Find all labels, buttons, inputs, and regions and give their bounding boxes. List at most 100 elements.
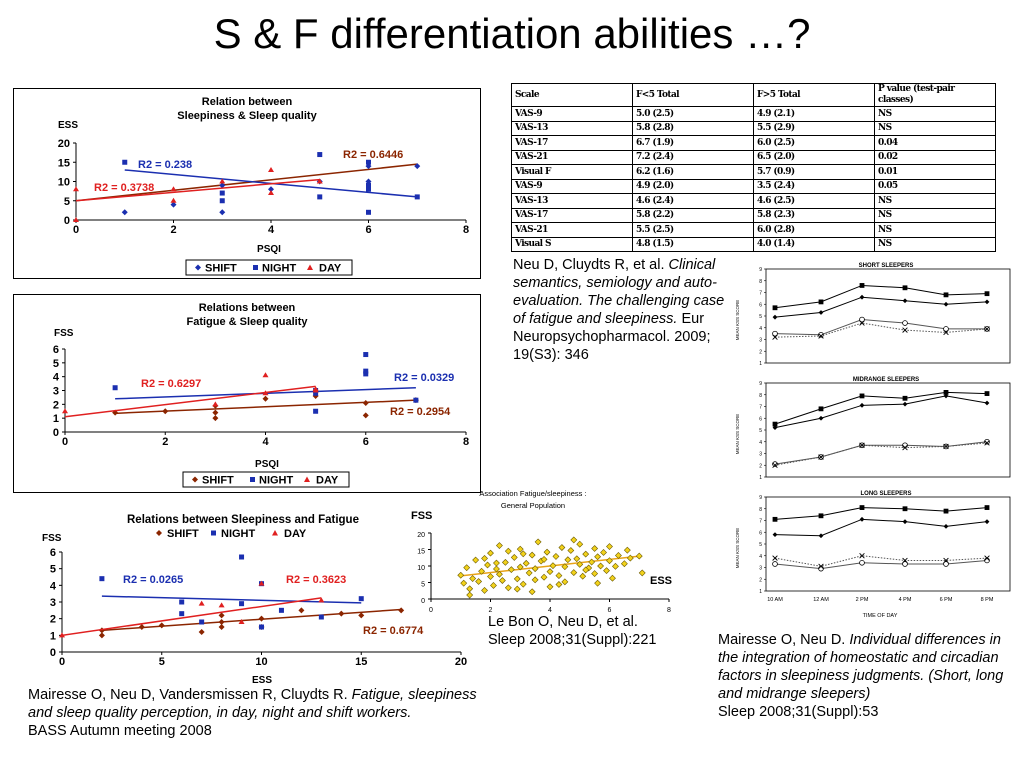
y-tick-label: 8 (759, 393, 762, 399)
x-tick-label: 0 (62, 436, 68, 448)
chart-sleepiness-fatigue-frame: Relations between Sleepiness and Fatigue… (28, 508, 480, 686)
data-point (635, 552, 643, 560)
kss-data-point (943, 393, 949, 399)
y-tick-label: 5 (759, 314, 762, 320)
data-point (475, 578, 483, 585)
kss-data-point (984, 326, 990, 332)
table-cell: 6.7 (1.9) (632, 135, 754, 151)
chart-kss-time-of-day: SHORT SLEEPERS MIDRANGE SLEEPERS LONG SL… (735, 263, 1011, 619)
kss-panel-1: 1 2 3 4 5 6 7 8 9 (759, 267, 1011, 367)
table-cell: 5.7 (0.9) (753, 164, 875, 180)
kss-series-line (774, 391, 988, 425)
kss-data-point (902, 285, 908, 291)
data-point (501, 558, 509, 566)
panel-border (765, 268, 1011, 364)
data-point (591, 545, 599, 552)
kss-data-point (818, 563, 824, 570)
legend-day-marker (307, 264, 313, 270)
data-point (493, 565, 500, 573)
data-point-shift (338, 610, 345, 617)
data-point-night (239, 601, 245, 607)
data-point (513, 575, 521, 583)
x-tick-label: 20 (455, 656, 467, 668)
y-axis-label-midrange: MEAN KSS SCORE (735, 414, 740, 455)
table-row: VAS-9 4.9 (2.0) 3.5 (2.4) 0.05 (511, 178, 996, 194)
data-point-night (366, 182, 371, 188)
table-cell: 6.0 (2.8) (753, 222, 875, 238)
data-point (555, 581, 563, 588)
kss-data-point (943, 508, 949, 514)
data-point (496, 570, 503, 578)
citation-le-bon: Le Bon O, Neu D, et al. Sleep 2008;31(Su… (488, 613, 688, 649)
x-tick-label: 4 (548, 607, 552, 614)
kss-data-point (859, 294, 865, 300)
chart-title-line1: Relations between (199, 302, 296, 314)
table-cell: 4.0 (1.4) (753, 236, 875, 252)
data-point-night (219, 198, 225, 204)
data-point-shift (138, 624, 145, 630)
data-point-day (316, 178, 323, 184)
data-point (528, 551, 536, 559)
series-day (59, 580, 325, 638)
y-tick-label: 4 (50, 580, 57, 592)
y-tick-label: 5 (53, 358, 59, 370)
data-point-night (318, 614, 324, 620)
panel-title-long: LONG SLEEPERS (860, 491, 911, 497)
kss-series-line (774, 518, 988, 537)
legend-box (185, 259, 353, 276)
data-point (493, 559, 500, 567)
kss-data-point (943, 443, 949, 450)
x-axis-label: PSQI (255, 459, 279, 470)
table-row: VAS-13 4.6 (2.4) 4.6 (2.5) NS (511, 193, 996, 209)
r2-night-label: R2 = 0.238 (138, 159, 192, 171)
data-point-shift (262, 395, 269, 402)
table-cell: 0.04 (874, 135, 996, 151)
chart-title-line1: Relation between (202, 96, 293, 108)
y-tick-label: 6 (759, 530, 762, 536)
data-point-night (363, 368, 369, 374)
citation-neu-cluydts: Neu D, Cluydts R, et al. Clinical semant… (513, 256, 725, 364)
data-point (606, 557, 613, 565)
kss-data-point (772, 305, 778, 311)
x-tick-label: 8 (463, 224, 469, 236)
kss-data-point (902, 442, 908, 449)
table-cell: NS (874, 222, 996, 238)
axes: 0 5 10 15 20 0 1 2 3 4 5 6 (50, 547, 467, 668)
data-point-night (219, 190, 225, 196)
kss-data-point (772, 561, 778, 567)
trendline-day (75, 178, 320, 202)
x-tick-label: 15 (355, 656, 367, 668)
data-point (549, 562, 557, 570)
x-tick-label: 2 PM (856, 597, 869, 603)
y-tick-label: 9 (759, 381, 762, 387)
data-point-night (112, 385, 118, 391)
kss-data-point (859, 283, 865, 288)
data-point (487, 549, 494, 557)
kss-data-point (818, 406, 824, 412)
kss-data-point (984, 555, 990, 561)
kss-data-point (818, 454, 824, 460)
x-axis-label: PSQI (257, 244, 281, 255)
kss-data-point (902, 506, 908, 512)
data-point (558, 544, 566, 551)
table-cell: VAS-13 (511, 193, 633, 209)
y-tick-label: 0 (64, 215, 70, 227)
citation-journal: Sleep 2008;31(Suppl):221 (488, 632, 657, 648)
chart-title-line2: Sleepiness & Sleep quality (177, 110, 317, 122)
data-point (576, 540, 584, 548)
x-tick-label: 6 PM (940, 597, 953, 603)
data-point (507, 566, 515, 574)
kss-data-point (859, 316, 865, 323)
y-tick-label: 6 (53, 344, 59, 356)
data-point (484, 561, 491, 569)
data-point-day (73, 186, 79, 192)
data-point (504, 584, 512, 592)
table-cell: 7.2 (2.4) (632, 149, 754, 165)
data-point-day (258, 580, 265, 586)
kss-data-point (984, 557, 990, 564)
legend-box (182, 471, 350, 488)
kss-data-point (943, 557, 949, 564)
y-tick-label: 6 (759, 302, 762, 308)
axes: 0 2 4 6 8 0 5 10 15 20 (417, 532, 671, 614)
data-point (519, 580, 527, 588)
